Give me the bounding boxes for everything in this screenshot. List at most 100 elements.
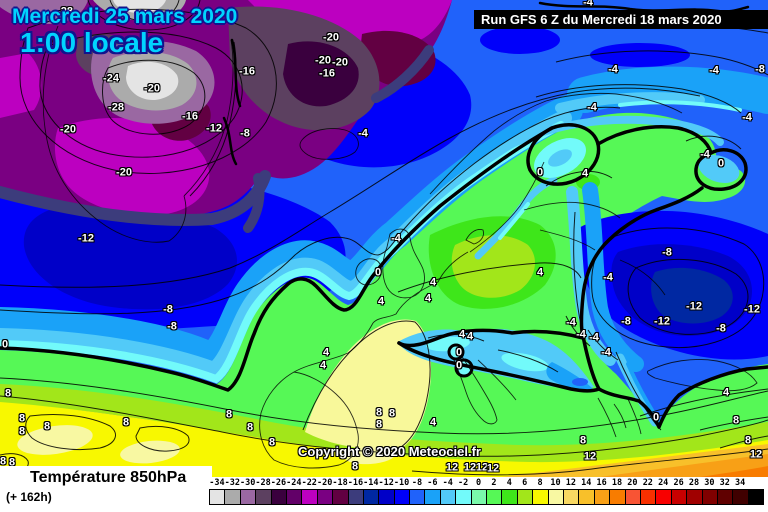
legend-tick: -14 <box>363 478 379 488</box>
legend-color-box <box>285 489 303 505</box>
legend-color-box <box>224 489 241 505</box>
legend-tick: 16 <box>596 478 607 488</box>
contour-value-label: 8 <box>225 408 233 421</box>
legend-tick: 12 <box>565 478 576 488</box>
legend-tick: 34 <box>735 478 746 488</box>
contour-value-label: 4 <box>722 386 730 399</box>
contour-value-label: -4 <box>589 331 599 344</box>
legend-color-box <box>655 489 672 505</box>
legend-tick: 20 <box>627 478 638 488</box>
legend-color-box <box>732 489 749 505</box>
contour-value-label: -12 <box>654 315 670 328</box>
legend-tick: 8 <box>537 478 543 488</box>
contour-value-label: 8 <box>122 416 130 429</box>
contour-value-label: -16 <box>182 110 198 123</box>
legend-color-box <box>301 489 318 505</box>
legend-color-scale <box>209 489 765 505</box>
contour-value-label: -16 <box>319 67 335 80</box>
legend-color-box <box>701 489 718 505</box>
contour-value-label: 0 <box>374 266 382 279</box>
copyright-notice: Copyright © 2020 Meteociel.fr <box>298 444 481 459</box>
legend-color-box <box>470 489 488 505</box>
contour-value-label: 8 <box>375 406 383 419</box>
legend-tick: -12 <box>378 478 394 488</box>
legend-color-box <box>547 489 564 505</box>
contour-value-label: 0 <box>652 411 660 424</box>
contour-value-label: -16 <box>239 65 255 78</box>
contour-value-label: 0 <box>536 166 544 179</box>
contour-value-label: 4 <box>424 292 432 305</box>
legend-color-box <box>209 489 226 505</box>
contour-value-label: 8 <box>0 455 7 468</box>
contour-value-label: -4 <box>603 271 613 284</box>
legend-color-box <box>255 489 272 505</box>
legend-color-box <box>347 489 364 505</box>
legend-color-box <box>378 489 395 505</box>
legend-tick: -26 <box>270 478 287 488</box>
forecast-offset: (+ 162h) <box>6 490 52 504</box>
legend-tick: -20 <box>316 478 333 488</box>
legend-tick: -34 <box>209 478 225 488</box>
contour-value-label: 4 <box>536 266 544 279</box>
contour-value-label: 4 <box>581 167 589 180</box>
zero-isotherm <box>0 1 768 429</box>
contour-value-label: 8 <box>43 420 51 433</box>
legend-tick: -8 <box>411 478 423 488</box>
contour-value-label: 12 <box>583 450 597 463</box>
forecast-date: Mercredi 25 mars 2020 <box>12 5 238 28</box>
legend-tick: -2 <box>458 478 469 488</box>
legend-color-box <box>316 489 334 505</box>
legend-tick: 28 <box>688 478 700 488</box>
contour-value-label: -20 <box>323 31 339 44</box>
contour-value-label: 4 <box>458 328 466 341</box>
legend-color-box <box>239 489 257 505</box>
legend-tick: 18 <box>611 478 623 488</box>
contour-value-label: 4 <box>429 416 437 429</box>
legend-color-box <box>424 489 441 505</box>
contour-value-label: -4 <box>709 64 719 77</box>
contour-value-label: -4 <box>601 346 611 359</box>
contour-value-label: -8 <box>716 322 726 335</box>
date-time-block: Mercredi 25 mars 2020 1:00 locale <box>12 5 237 58</box>
contour-value-label: 8 <box>388 407 396 420</box>
contour-value-label: 0 <box>717 157 725 170</box>
contour-value-label: -12 <box>744 303 760 316</box>
contour-value-label: -8 <box>163 303 173 316</box>
model-run-bar: Run GFS 6 Z du Mercredi 18 mars 2020 <box>474 10 768 29</box>
legend-tick: 0 <box>475 478 482 488</box>
contour-value-label: 8 <box>375 418 383 431</box>
contour-value-label: 12 <box>445 461 459 474</box>
contour-value-label: 4 <box>466 330 474 343</box>
legend-color-box <box>609 489 626 505</box>
legend-tick: -10 <box>393 478 410 488</box>
legend-tick: 30 <box>704 478 715 488</box>
legend-tick: 14 <box>581 478 592 488</box>
contour-value-label: -28 <box>108 101 124 114</box>
contour-value-label: -4 <box>742 111 752 124</box>
legend-color-box <box>332 489 349 505</box>
contour-value-label: 8 <box>18 425 26 438</box>
contour-value-label: 0 <box>455 346 463 359</box>
legend-color-box <box>686 489 703 505</box>
contour-value-label: -4 <box>583 0 593 9</box>
contour-value-label: -4 <box>391 232 401 245</box>
parameter-title: Température 850hPa <box>30 469 187 486</box>
contour-value-label: -28 <box>57 5 73 18</box>
legend-tick: 32 <box>719 478 730 488</box>
thin-isotherms <box>0 0 768 476</box>
legend-tick: -30 <box>240 478 256 488</box>
contour-value-label: 4 <box>322 346 330 359</box>
legend-color-box <box>501 489 518 505</box>
legend-color-box <box>270 489 287 505</box>
legend-color-box <box>362 489 380 505</box>
legend-tick: 6 <box>522 478 528 488</box>
legend-color-box <box>670 489 688 505</box>
legend-color-box <box>455 489 472 505</box>
legend-color-box <box>639 489 657 505</box>
contour-value-label: -20 <box>60 123 76 136</box>
contour-value-label: 4 <box>319 359 327 372</box>
contour-value-label: -20 <box>144 82 160 95</box>
legend-color-box <box>593 489 611 505</box>
